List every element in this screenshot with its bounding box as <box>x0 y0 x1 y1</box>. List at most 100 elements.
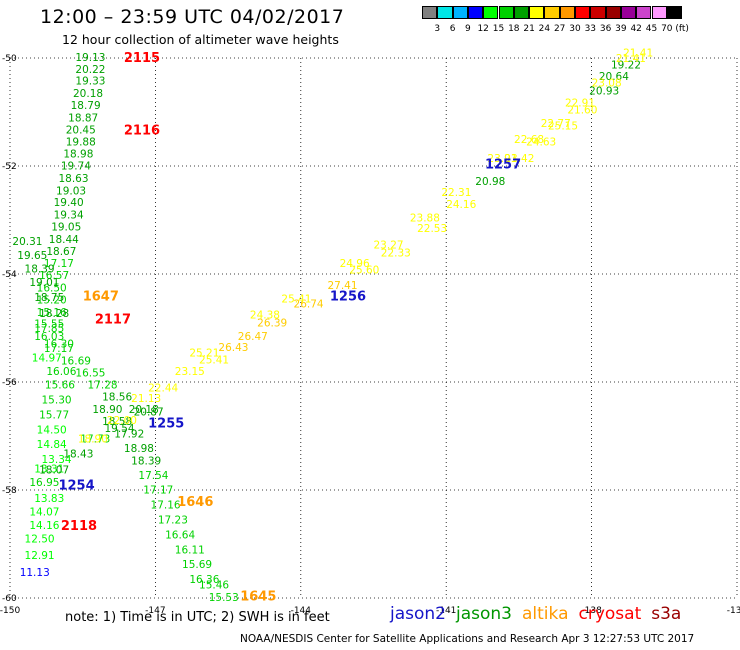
swh-value-jason2: 25.41 <box>199 354 229 366</box>
swh-value-jason2: 24.16 <box>446 199 476 211</box>
scale-label: 21 <box>523 24 535 34</box>
x-tick-label: -135 <box>727 606 740 616</box>
scale-label: 30 <box>569 24 581 34</box>
swh-value-cryosat: 17.92 <box>114 428 144 440</box>
swh-value-cryosat: 16.57 <box>39 270 69 282</box>
swh-value-cryosat: 19.03 <box>56 185 86 197</box>
swh-value-cryosat: 16.55 <box>75 367 105 379</box>
swh-value-jason3: 16.06 <box>46 366 76 378</box>
scale-swatch <box>513 6 530 19</box>
scale-swatch <box>483 6 499 19</box>
y-tick-label: -52 <box>2 162 17 172</box>
swh-value-jason2: 20.18 <box>129 404 159 416</box>
swh-value-jason2: 25.15 <box>548 121 578 133</box>
swh-value-cryosat: 16.11 <box>175 544 205 556</box>
swh-value-jason3: 19.01 <box>29 277 59 289</box>
swh-value-cryosat: 16.69 <box>61 355 91 367</box>
swh-value-cryosat: 18.39 <box>131 455 161 467</box>
legend-altika: altika <box>522 604 569 624</box>
swh-value-cryosat: 15.46 <box>199 580 229 592</box>
swh-value-altika: 22.77 <box>541 118 571 130</box>
note-text: note: 1) Time is in UTC; 2) SWH is in fe… <box>65 610 330 625</box>
swh-value-jason3: 15.77 <box>39 409 69 421</box>
scale-swatch <box>666 6 683 19</box>
swh-value-jason3: 12.50 <box>25 534 55 546</box>
swh-value-jason3: 14.97 <box>32 353 62 365</box>
swh-value-cryosat: 18.98 <box>124 443 154 455</box>
swh-value-jason2: 21.13 <box>131 393 161 405</box>
x-tick-label: -150 <box>0 606 20 616</box>
chart-subtitle: 12 hour collection of altimeter wave hei… <box>62 32 339 47</box>
swh-value-jason2: 20.64 <box>599 71 629 83</box>
x-tick-label: -147 <box>145 606 165 616</box>
swh-value-altika: 22.00 <box>107 415 137 427</box>
swh-value-cryosat: 17.17 <box>44 258 74 270</box>
chart-title: 12:00 – 23:59 UTC 04/02/2017 <box>40 6 345 28</box>
swh-value-cryosat: 20.22 <box>75 64 105 76</box>
swh-value-jason3: 13.83 <box>34 493 64 505</box>
swh-value-cryosat: 15.20 <box>37 294 67 306</box>
pass-time-label: 2116 <box>124 123 160 138</box>
swh-value-jason2: 26.74 <box>294 299 324 311</box>
swh-value-cryosat: 19.13 <box>75 52 105 64</box>
swh-value-altika: 23.08 <box>592 77 622 89</box>
y-tick-label: -50 <box>2 54 17 64</box>
swh-value-cryosat: 15.69 <box>182 559 212 571</box>
pass-time-label: 1256 <box>330 290 366 305</box>
pass-time-label: 2118 <box>61 519 97 534</box>
swh-value-jason2: 26.47 <box>238 331 268 343</box>
swh-value-cryosat: 18.98 <box>63 149 93 161</box>
swh-value-jason2: 26.39 <box>257 318 287 330</box>
swh-value-cryosat: 18.56 <box>102 392 132 404</box>
swh-value-jason2: 21.60 <box>567 104 597 116</box>
swh-value-cryosat: 15.55 <box>34 319 64 331</box>
scale-label: 42 <box>630 24 642 34</box>
pass-time-label: 2117 <box>95 312 131 327</box>
swh-value-cryosat: 17.16 <box>151 500 181 512</box>
scale-label: 27 <box>553 24 566 34</box>
swh-value-jason3: 14.16 <box>29 520 59 532</box>
swh-value-jason3: 13.34 <box>42 454 72 466</box>
scale-label: 6 <box>449 24 456 34</box>
swh-value-jason3: 18.75 <box>34 292 64 304</box>
scale-label: 45 <box>645 24 658 34</box>
scale-swatch <box>437 6 453 19</box>
swh-value-jason3: 15.66 <box>45 380 75 392</box>
swh-value-jason2: 18.07 <box>39 464 69 476</box>
swh-value-jason3: 14.84 <box>37 439 67 451</box>
swh-value-jason2: 27.41 <box>327 280 357 292</box>
swh-value-cryosat: 16.50 <box>37 283 67 295</box>
scale-label: 33 <box>584 24 597 34</box>
swh-value-cryosat: 15.53 <box>209 592 239 604</box>
swh-value-jason2: 19.22 <box>611 59 641 71</box>
swh-value-jason2: 22.33 <box>381 247 411 259</box>
swh-value-jason2: 23.15 <box>175 366 205 378</box>
swh-value-jason3: 15.30 <box>42 394 72 406</box>
swh-value-cryosat: 17.23 <box>158 515 188 527</box>
scale-label: 36 <box>599 24 612 34</box>
swh-value-cryosat: 16.03 <box>34 331 64 343</box>
scale-label: 24 <box>538 24 551 34</box>
swh-value-cryosat: 19.74 <box>61 160 91 172</box>
footer-credit: NOAA/NESDIS Center for Satellite Applica… <box>240 633 695 645</box>
swh-value-jason2: 17.73 <box>80 434 110 446</box>
scale-label: 12 <box>477 24 489 34</box>
scale-label: 15 <box>492 24 505 34</box>
scale-swatch <box>467 6 484 19</box>
swh-value-jason3: 19.65 <box>17 250 47 262</box>
swh-value-altika: 21.41 <box>616 53 646 65</box>
y-tick-label: -54 <box>2 270 17 280</box>
swh-value-altika: 25.41 <box>281 293 311 305</box>
swh-value-cryosat: 19.88 <box>66 137 96 149</box>
scale-swatch <box>529 6 545 19</box>
swh-value-jason2: 20.93 <box>589 85 619 97</box>
pass-time-label: 1257 <box>485 157 521 172</box>
swh-value-cryosat: 17.28 <box>88 380 118 392</box>
swh-value-cryosat: 19.40 <box>54 197 84 209</box>
scale-swatch <box>498 6 514 19</box>
swh-value-jason3: 18.39 <box>25 264 55 276</box>
swh-value-cryosat: 20.18 <box>73 88 103 100</box>
scale-swatch <box>452 6 468 19</box>
